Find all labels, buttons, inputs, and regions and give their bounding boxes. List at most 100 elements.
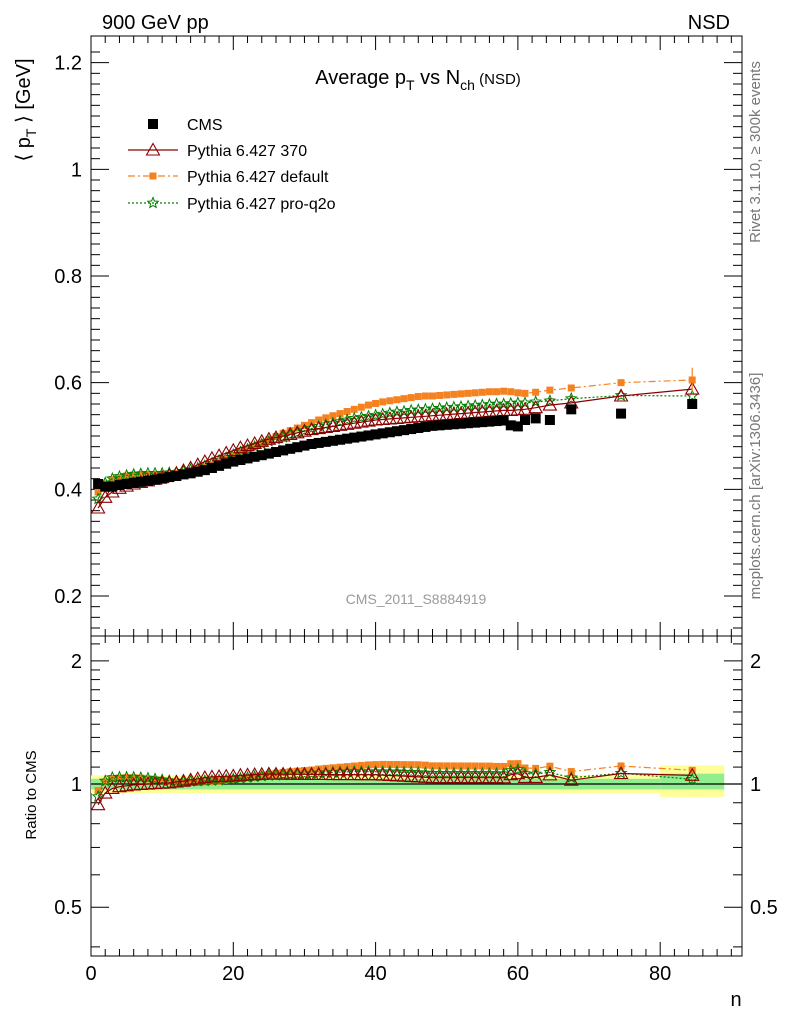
ratio-point-pythia-6-427-default — [372, 761, 380, 769]
point-cms — [299, 440, 310, 451]
ratio-point-pythia-6-427-370 — [368, 767, 384, 781]
point-cms — [512, 421, 523, 432]
ratio-point-pythia-6-427-default — [222, 776, 230, 784]
ratio-point-pythia-6-427-370 — [332, 766, 348, 781]
point-pythia-6-427-370 — [218, 445, 234, 459]
ratio-point-pythia-6-427-default — [144, 775, 152, 783]
point-cms — [491, 416, 502, 427]
point-pythia-6-427-pro-q2o — [397, 404, 411, 417]
point-pythia-6-427-pro-q2o — [685, 389, 699, 402]
ratio-point-pythia-6-427-370 — [275, 766, 291, 780]
ratio-point-pythia-6-427-370 — [318, 766, 334, 781]
ratio-point-pythia-6-427-370 — [396, 768, 412, 782]
point-cms — [114, 480, 125, 491]
ratio-point-pythia-6-427-default — [471, 762, 479, 770]
point-cms — [406, 424, 417, 435]
ratio-point-pythia-6-427-default — [179, 778, 187, 786]
point-cms — [199, 465, 210, 476]
point-cms — [434, 420, 445, 431]
point-cms — [192, 466, 203, 477]
point-pythia-6-427-pro-q2o — [497, 397, 511, 410]
point-pythia-6-427-default — [357, 403, 365, 411]
main-panel: 0.2 0.4 0.6 0.8 1 1.2 CMS_2011_S8884919 Avera… — [13, 35, 743, 637]
point-pythia-6-427-default — [436, 391, 444, 399]
main-axis-ticks — [90, 36, 742, 636]
x-tick-label: 60 — [507, 963, 529, 985]
point-pythia-6-427-pro-q2o — [543, 393, 557, 407]
ratio-point-pythia-6-427-370 — [517, 769, 533, 783]
point-cms — [171, 471, 182, 481]
ratio-series-group — [90, 760, 700, 811]
legend-marker-pythia-6-427-default — [149, 172, 157, 180]
point-pythia-6-427-370 — [528, 400, 544, 414]
x-axis-label: n — [730, 989, 741, 1011]
point-pythia-6-427-pro-q2o — [354, 410, 368, 423]
ratio-point-pythia-6-427-370 — [389, 768, 405, 782]
point-pythia-6-427-pro-q2o — [347, 411, 361, 424]
point-pythia-6-427-pro-q2o — [468, 398, 482, 412]
point-pythia-6-427-default — [450, 390, 458, 398]
ratio-point-pythia-6-427-default — [421, 761, 429, 769]
ratio-point-pythia-6-427-pro-q2o — [98, 774, 112, 787]
ratio-point-pythia-6-427-default — [300, 767, 308, 775]
point-pythia-6-427-pro-q2o — [112, 469, 126, 483]
y-tick-label: 1 — [71, 159, 82, 181]
legend-label-pythia-6-427-370: Pythia 6.427 370 — [187, 143, 307, 160]
legend-item-pythia-6-427-pro-q2o: Pythia 6.427 pro-q2o — [128, 196, 336, 213]
point-cms — [285, 443, 296, 454]
ratio-point-pythia-6-427-default — [493, 762, 501, 770]
point-pythia-6-427-pro-q2o — [362, 409, 375, 422]
ratio-point-pythia-6-427-default — [251, 772, 259, 780]
ratio-point-pythia-6-427-370 — [311, 766, 327, 780]
mcplots-reference-label: mcplots.cern.ch [arXiv:1306.3436] — [747, 373, 764, 600]
ratio-point-pythia-6-427-370 — [268, 766, 284, 780]
ratio-axis-ticks — [90, 636, 742, 956]
ratio-point-pythia-6-427-370 — [325, 766, 341, 781]
point-pythia-6-427-default — [279, 429, 287, 437]
point-pythia-6-427-default — [567, 384, 575, 392]
point-cms — [530, 413, 541, 424]
ratio-point-pythia-6-427-pro-q2o — [497, 767, 511, 780]
ratio-point-pythia-6-427-default — [436, 762, 444, 770]
point-cms — [505, 420, 516, 431]
ratio-point-pythia-6-427-370 — [510, 766, 526, 780]
point-pythia-6-427-pro-q2o — [383, 406, 397, 419]
point-cms — [228, 456, 239, 467]
point-pythia-6-427-pro-q2o — [447, 400, 461, 413]
ratio-point-pythia-6-427-370 — [304, 766, 319, 780]
ratio-point-pythia-6-427-370 — [289, 766, 305, 780]
ratio-point-pythia-6-427-370 — [542, 767, 558, 781]
point-pythia-6-427-default — [343, 407, 351, 415]
point-cms — [214, 460, 225, 471]
ratio-point-pythia-6-427-370 — [613, 765, 629, 780]
point-pythia-6-427-default — [532, 388, 540, 396]
point-pythia-6-427-pro-q2o — [564, 391, 578, 405]
point-cms — [484, 416, 495, 427]
point-cms — [427, 420, 438, 431]
ratio-y-tick-label-right: 1 — [750, 774, 761, 796]
point-pythia-6-427-pro-q2o — [418, 402, 432, 415]
point-pythia-6-427-pro-q2o — [426, 401, 439, 415]
point-pythia-6-427-pro-q2o — [404, 403, 418, 416]
legend-label-pythia-6-427-pro-q2o: Pythia 6.427 pro-q2o — [187, 196, 336, 213]
ratio-point-pythia-6-427-370 — [403, 768, 419, 783]
point-cms — [263, 448, 274, 459]
point-cms — [221, 458, 232, 469]
watermark-analysis-id: CMS_2011_S8884919 — [346, 591, 487, 607]
point-cms — [235, 455, 246, 465]
point-pythia-6-427-default — [464, 389, 472, 397]
ratio-point-pythia-6-427-default — [507, 760, 515, 768]
ratio-y-tick-label-left: 2 — [71, 651, 82, 673]
ratio-point-pythia-6-427-default — [165, 778, 173, 786]
point-pythia-6-427-default — [372, 399, 380, 407]
ratio-point-pythia-6-427-pro-q2o — [155, 773, 169, 786]
point-cms — [278, 445, 289, 456]
y-tick-label: 0.8 — [54, 266, 82, 288]
ratio-point-pythia-6-427-pro-q2o — [219, 772, 233, 786]
point-pythia-6-427-default — [414, 393, 422, 401]
point-cms — [150, 474, 161, 485]
point-cms — [100, 481, 111, 492]
point-pythia-6-427-default — [336, 410, 344, 418]
ratio-plot-frame — [90, 635, 743, 957]
legend-item-pythia-6-427-370: Pythia 6.427 370 — [128, 142, 307, 160]
